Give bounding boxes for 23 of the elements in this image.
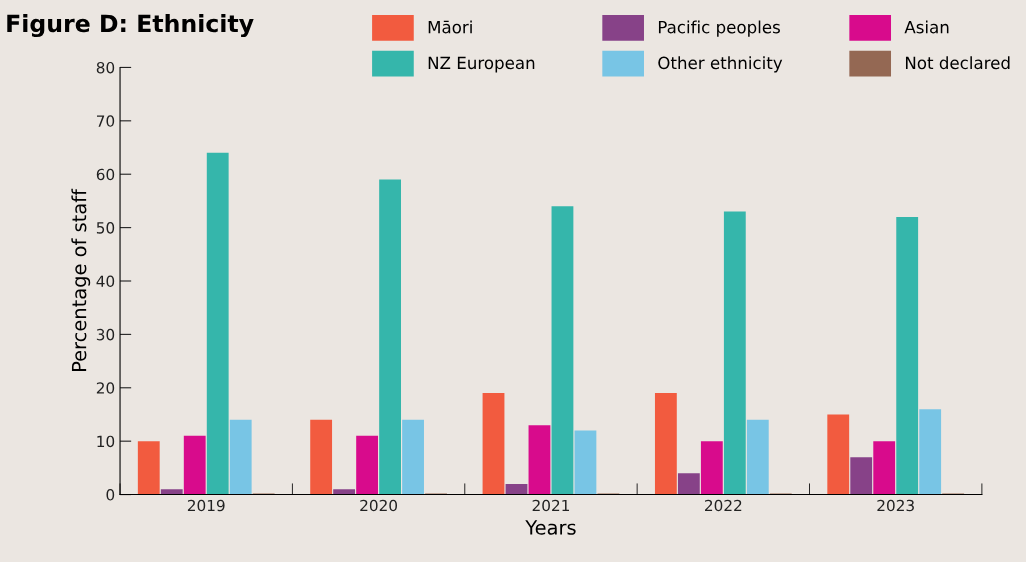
x-axis-title: Years bbox=[525, 520, 576, 535]
legend-label: Other ethnicity bbox=[658, 56, 783, 73]
y-tick-label: 60 bbox=[96, 168, 115, 181]
y-tick-label: 50 bbox=[96, 222, 115, 234]
y-tick-label: 70 bbox=[96, 115, 115, 127]
legend-label: Māori bbox=[428, 20, 472, 34]
legend-label: Not declared bbox=[905, 56, 1010, 70]
x-tick-label: 2021 bbox=[532, 499, 569, 512]
y-tick-label: 40 bbox=[96, 275, 115, 288]
y-tick-label: 0 bbox=[106, 489, 115, 501]
legend-label: NZ European bbox=[428, 56, 535, 73]
legend-label: Pacific peoples bbox=[658, 20, 780, 37]
chart-title: Figure D: Ethnicity bbox=[7, 14, 254, 38]
x-tick-label: 2020 bbox=[360, 499, 398, 512]
x-tick-label: 2023 bbox=[877, 499, 914, 512]
y-tick-label: 10 bbox=[97, 435, 115, 448]
y-axis-title: Percentage of staff bbox=[71, 188, 91, 371]
y-tick-label: 30 bbox=[96, 328, 115, 341]
y-tick-label: 80 bbox=[96, 61, 115, 74]
legend-label: Asian bbox=[904, 20, 949, 34]
y-tick-label: 20 bbox=[96, 382, 115, 394]
x-tick-label: 2019 bbox=[187, 499, 225, 512]
x-tick-label: 2022 bbox=[705, 499, 742, 512]
